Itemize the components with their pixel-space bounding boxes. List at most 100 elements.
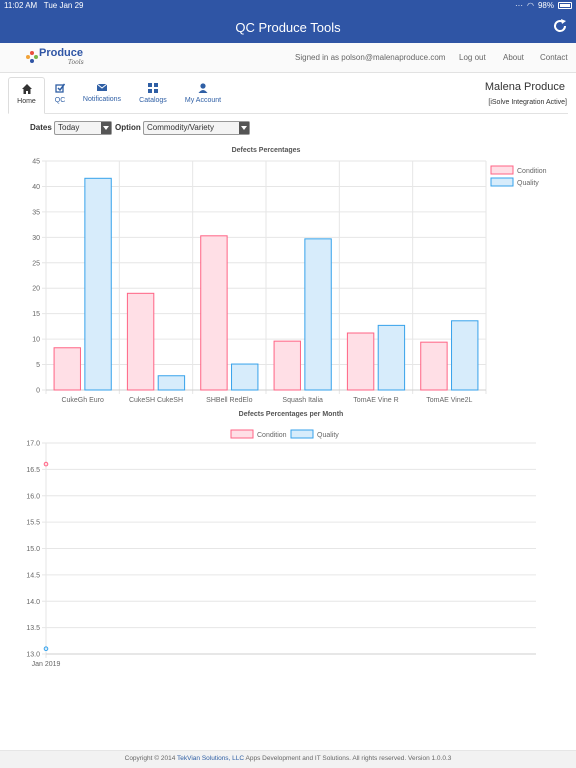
y-tick-label: 14.5 <box>26 572 40 579</box>
bar-condition <box>126 292 155 391</box>
top-bar: 11:02 AM Tue Jan 29 ··· ◠ 98% QC Produce… <box>0 0 576 43</box>
y-tick-label: 16.0 <box>26 493 40 500</box>
x-tick-label: Jan 2019 <box>32 661 61 668</box>
home-icon <box>21 84 32 94</box>
logo-text: Produce <box>39 47 84 59</box>
y-tick-label: 5 <box>36 362 40 369</box>
legend-swatch <box>490 165 514 175</box>
battery-percent: 98% <box>537 1 554 10</box>
legend-label: Condition <box>517 168 547 175</box>
line-chart-title: Defects Percentages per Month <box>238 411 344 418</box>
option-label: Option <box>115 123 141 132</box>
dates-label: Dates <box>30 123 52 132</box>
user-icon <box>198 83 208 93</box>
bar-condition <box>273 340 301 391</box>
contact-link[interactable]: Contact <box>540 53 568 62</box>
footer-prefix: Copyright © 2014 <box>124 755 177 762</box>
app-title: QC Produce Tools <box>235 20 341 35</box>
point-quality <box>43 646 49 652</box>
legend-label: Condition <box>257 432 287 439</box>
nav-my-account[interactable]: My Account <box>182 77 224 114</box>
bar-quality <box>451 320 479 391</box>
x-tick-label: Squash Italia <box>282 397 323 404</box>
main-nav: Home QC Notifications Catalogs My Accoun… <box>8 77 568 114</box>
wifi-icon: ◠ <box>527 1 534 10</box>
chevron-down-icon <box>101 122 111 134</box>
dates-select[interactable]: Today <box>54 121 112 135</box>
y-tick-label: 13.0 <box>26 652 40 659</box>
point-condition <box>43 461 49 467</box>
option-select[interactable]: Commodity/Variety <box>143 121 250 135</box>
nav-notifications[interactable]: Notifications <box>80 77 124 114</box>
logo-subtext: Tools <box>68 59 84 66</box>
y-tick-label: 0 <box>36 388 40 395</box>
footer: Copyright © 2014 TekVian Solutions, LLC … <box>0 750 576 768</box>
y-tick-label: 15.5 <box>26 520 40 527</box>
nav-notifications-label: Notifications <box>82 96 122 103</box>
legend-label: Quality <box>517 180 539 187</box>
bar-condition <box>53 347 81 391</box>
bar-quality <box>84 177 112 391</box>
x-tick-label: CukeSH CukeSH <box>129 397 183 404</box>
bar-chart-title: Defects Percentages <box>231 147 301 154</box>
refresh-icon[interactable] <box>552 18 568 34</box>
nav-qc[interactable]: QC <box>49 77 71 114</box>
status-clock: 11:02 AM <box>4 1 38 10</box>
x-tick-label: SHBell RedElo <box>206 397 252 404</box>
legend-label: Quality <box>317 432 339 439</box>
y-tick-label: 17.0 <box>26 441 40 448</box>
battery-icon <box>558 2 572 9</box>
nav-my-account-label: My Account <box>184 97 222 104</box>
nav-qc-label: QC <box>54 97 66 104</box>
nav-home[interactable]: Home <box>8 77 45 114</box>
legend-swatch <box>230 429 254 439</box>
x-tick-label: TomAE Vine2L <box>426 397 472 404</box>
defects-line-chart: 13.0 13.5 14.0 14.5 15.0 15.5 16.0 16.5 17.0 Jan … <box>26 429 536 668</box>
bar-condition <box>346 332 375 391</box>
y-tick-label: 16.5 <box>26 467 40 474</box>
produce-logo[interactable]: Produce Tools <box>26 47 86 69</box>
x-tick-label: TomAE Vine R <box>353 397 398 404</box>
about-link[interactable]: About <box>503 53 524 62</box>
bar-quality <box>377 324 406 391</box>
signal-dots-icon: ··· <box>515 1 523 10</box>
envelope-icon <box>97 83 107 91</box>
bar-condition <box>420 341 448 391</box>
y-tick-label: 40 <box>32 184 40 191</box>
site-header: Produce Tools Signed in as polson@malena… <box>0 43 576 73</box>
y-tick-label: 10 <box>32 337 40 344</box>
status-date: Tue Jan 29 <box>43 1 84 10</box>
status-time: 11:02 AM Tue Jan 29 <box>4 1 83 10</box>
defects-bar-chart: 0 5 10 15 20 25 30 35 40 45 CukeGh Euro CukeSH Cuke… <box>32 159 547 405</box>
y-tick-label: 15.0 <box>26 546 40 553</box>
y-tick-label: 45 <box>32 159 40 166</box>
dates-select-value: Today <box>58 123 80 132</box>
footer-suffix: Apps Development and IT Solutions. All r… <box>244 755 452 762</box>
integration-status: [iSolve Integration Active] <box>488 99 567 106</box>
chevron-down-icon <box>239 122 249 134</box>
logo-dots-icon <box>26 51 38 63</box>
y-tick-label: 15 <box>32 311 40 318</box>
footer-company-link[interactable]: TekVian Solutions, LLC <box>177 755 245 762</box>
bar-quality <box>304 238 332 391</box>
company-name: Malena Produce <box>484 81 565 93</box>
nav-catalogs-label: Catalogs <box>139 97 167 104</box>
y-tick-label: 20 <box>32 286 40 293</box>
y-tick-label: 13.5 <box>26 625 40 632</box>
bar-quality <box>157 375 186 391</box>
legend-swatch <box>290 429 314 439</box>
status-indicators: ··· ◠ 98% <box>515 1 572 10</box>
signed-in-text: Signed in as polson@malenaproduce.com <box>295 53 446 62</box>
legend-swatch <box>490 177 514 187</box>
grid-icon <box>148 83 158 93</box>
nav-catalogs[interactable]: Catalogs <box>137 77 169 114</box>
bar-condition <box>200 235 228 391</box>
y-tick-label: 14.0 <box>26 599 40 606</box>
logout-link[interactable]: Log out <box>459 53 486 62</box>
check-icon <box>55 83 65 93</box>
x-tick-label: CukeGh Euro <box>61 397 104 404</box>
y-tick-label: 25 <box>32 260 40 267</box>
y-tick-label: 35 <box>32 209 40 216</box>
bar-quality <box>231 363 259 391</box>
y-tick-label: 30 <box>32 235 40 242</box>
